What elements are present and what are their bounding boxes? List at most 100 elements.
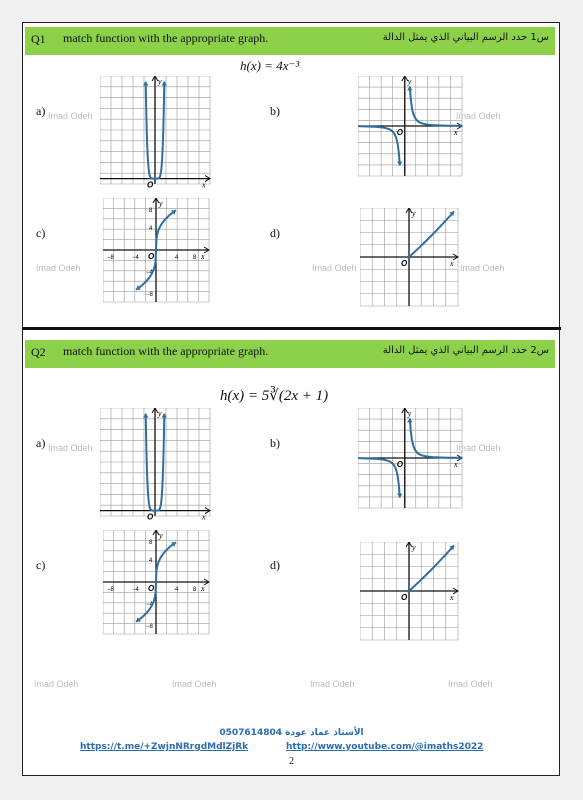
teacher-contact: 0507614804 الأستاذ عماد عودة bbox=[219, 728, 364, 738]
origin-label: O bbox=[397, 460, 404, 469]
curve-arrow bbox=[171, 210, 176, 215]
watermark: Imad Odeh bbox=[448, 679, 493, 689]
tick-label: 4 bbox=[149, 558, 153, 564]
watermark: Imad Odeh bbox=[456, 111, 501, 121]
curve-arrow bbox=[407, 86, 413, 91]
worksheet-page bbox=[22, 22, 560, 776]
curve-arrow bbox=[136, 285, 141, 290]
page-number: 2 bbox=[289, 756, 294, 767]
y-axis-label: y bbox=[407, 409, 412, 418]
origin-label: O bbox=[147, 513, 154, 522]
youtube-link[interactable]: http://www.youtube.com/@imaths2022 bbox=[286, 742, 484, 752]
q1-graph-a: x y O bbox=[100, 76, 211, 190]
x-axis-label: x bbox=[453, 460, 458, 469]
watermark: Imad Odeh bbox=[36, 263, 81, 273]
x-axis-label: x bbox=[449, 259, 454, 268]
watermark: Imad Odeh bbox=[48, 111, 93, 121]
x-axis-label: x bbox=[201, 181, 206, 190]
curve-arrow bbox=[142, 81, 149, 86]
curve-arrow bbox=[161, 413, 168, 418]
curve bbox=[408, 544, 455, 592]
curve-arrow bbox=[407, 418, 413, 423]
curve-arrow bbox=[397, 161, 403, 166]
q1-number: Q1 bbox=[31, 32, 46, 46]
q2-graph-a: x y O bbox=[100, 408, 211, 522]
x-axis-label: x bbox=[453, 128, 458, 137]
y-axis-label: y bbox=[411, 209, 416, 218]
watermark: Imad Odeh bbox=[312, 263, 357, 273]
x-axis-arrow bbox=[204, 175, 211, 183]
tick-label: 8 bbox=[193, 587, 197, 593]
q1-prompt: match function with the appropriate grap… bbox=[63, 31, 269, 45]
q1-prompt-arabic: س1 حدد الرسم البياني الذي يمثل الدالة bbox=[382, 32, 549, 43]
q1-option-a: a) bbox=[36, 104, 46, 118]
y-axis-label: y bbox=[157, 77, 162, 86]
q1-option-d: d) bbox=[270, 226, 280, 240]
curve-right-branch bbox=[408, 86, 462, 127]
tick-label: −4 bbox=[132, 255, 140, 261]
watermark: Imad Odeh bbox=[34, 679, 79, 689]
tick-label: −4 bbox=[132, 587, 140, 593]
tick-label: 8 bbox=[149, 540, 153, 546]
tick-label: 8 bbox=[193, 255, 197, 261]
tick-label: −8 bbox=[146, 624, 154, 630]
curve-start-point bbox=[407, 255, 411, 259]
curve-arrow bbox=[161, 81, 168, 86]
x-axis-arrow bbox=[203, 578, 210, 586]
curve bbox=[135, 541, 177, 623]
origin-label: O bbox=[401, 593, 408, 602]
curve-arrow bbox=[397, 493, 403, 498]
q2-option-d: d) bbox=[270, 558, 280, 572]
curve bbox=[144, 81, 166, 180]
q2-graph-b: x y O bbox=[358, 408, 463, 509]
curve-right-branch bbox=[408, 418, 462, 459]
q1-graph-b: x y O bbox=[358, 76, 463, 177]
curve-arrow bbox=[449, 211, 454, 217]
watermark: Imad Odeh bbox=[460, 263, 505, 273]
y-axis-arrow bbox=[151, 76, 159, 82]
curve-left-branch bbox=[358, 125, 401, 166]
x-axis-label: x bbox=[449, 593, 454, 602]
watermark: Imad Odeh bbox=[172, 679, 217, 689]
y-axis-arrow bbox=[401, 76, 409, 82]
q1-header: Q1 match function with the appropriate g… bbox=[25, 27, 555, 55]
q2-number: Q2 bbox=[31, 345, 46, 359]
y-axis-arrow bbox=[405, 208, 413, 214]
y-axis-label: y bbox=[411, 543, 416, 552]
q1-option-c: c) bbox=[36, 226, 46, 240]
q2-prompt-arabic: س2 حدد الرسم البياني الذي يمثل الدالة bbox=[382, 345, 549, 356]
q1-option-b: b) bbox=[270, 104, 280, 118]
q2-prompt: match function with the appropriate grap… bbox=[63, 344, 269, 358]
curve-arrow bbox=[449, 545, 454, 551]
y-axis-label: y bbox=[407, 77, 412, 86]
y-axis-arrow bbox=[152, 198, 160, 204]
tick-label: −4 bbox=[146, 270, 154, 276]
y-axis-arrow bbox=[152, 530, 160, 536]
x-axis-label: x bbox=[201, 513, 206, 522]
tick-label: 4 bbox=[149, 226, 153, 232]
curve-arrow bbox=[171, 542, 176, 547]
curve-arrow bbox=[142, 413, 149, 418]
origin-label: O bbox=[147, 181, 154, 190]
q2-graph-c: x y O −8 −4 4 8 8 4 −4 −8 bbox=[103, 530, 210, 635]
y-axis-arrow bbox=[151, 408, 159, 414]
tick-label: −8 bbox=[146, 292, 154, 298]
watermark: Imad Odeh bbox=[310, 679, 355, 689]
y-axis-arrow bbox=[401, 408, 409, 414]
origin-label: O bbox=[148, 584, 155, 593]
watermark: Imad Odeh bbox=[48, 443, 93, 453]
x-axis-label: x bbox=[200, 584, 205, 593]
q2-option-c: c) bbox=[36, 558, 46, 572]
curve bbox=[144, 413, 166, 512]
curve bbox=[135, 209, 177, 291]
x-axis-arrow bbox=[204, 507, 211, 515]
y-axis-label: y bbox=[157, 409, 162, 418]
curve-arrow bbox=[136, 617, 141, 622]
q2-formula: h(x) = 5∛(2x + 1) bbox=[220, 388, 329, 404]
watermark: Imad Odeh bbox=[456, 443, 501, 453]
curve-start-point bbox=[407, 589, 411, 593]
origin-label: O bbox=[148, 252, 155, 261]
y-axis-arrow bbox=[405, 542, 413, 548]
telegram-link[interactable]: https://t.me/+ZwjnNRrgdMdlZjRk bbox=[80, 742, 249, 752]
origin-label: O bbox=[397, 128, 404, 137]
